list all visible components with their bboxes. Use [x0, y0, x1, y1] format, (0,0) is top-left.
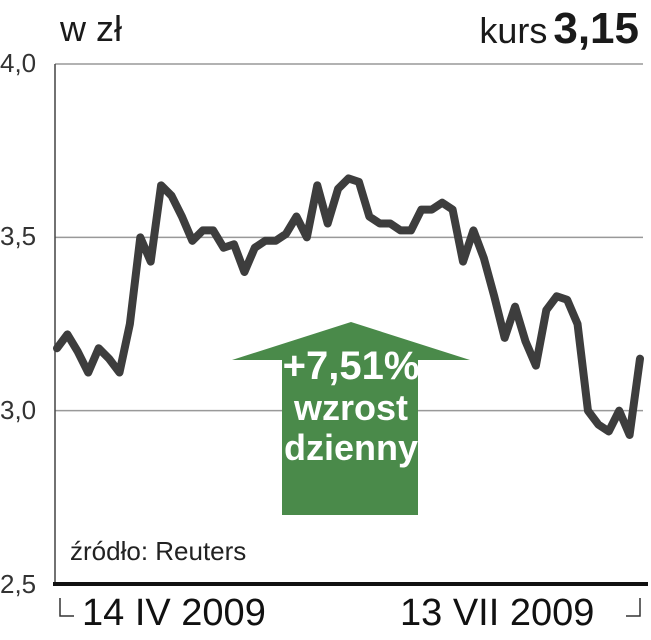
source-note: źródło: Reuters: [70, 536, 247, 566]
unit-label: w zł: [60, 8, 122, 49]
x-tick-label-end: 13 VII 2009: [400, 592, 595, 634]
x-bracket-left: [59, 598, 74, 617]
y-tick-label: 4,0: [0, 48, 37, 78]
change-percent: +7,51%: [282, 344, 420, 388]
badge-line1: wzrost: [293, 387, 408, 428]
badge-line2: dzienny: [283, 427, 418, 468]
y-tick-label: 3,0: [0, 395, 37, 425]
y-tick-label: 3,5: [0, 221, 37, 251]
x-bracket-right: [626, 598, 641, 617]
kurs-value: 3,15: [553, 4, 639, 53]
kurs-label: kurs: [479, 10, 548, 51]
x-tick-label-start: 14 IV 2009: [82, 592, 266, 634]
price-readout: kurs 3,15: [479, 4, 639, 54]
change-badge: +7,51% wzrost dzienny: [232, 346, 470, 466]
y-tick-label: 2,5: [0, 569, 37, 599]
up-arrow-icon: [232, 322, 470, 515]
